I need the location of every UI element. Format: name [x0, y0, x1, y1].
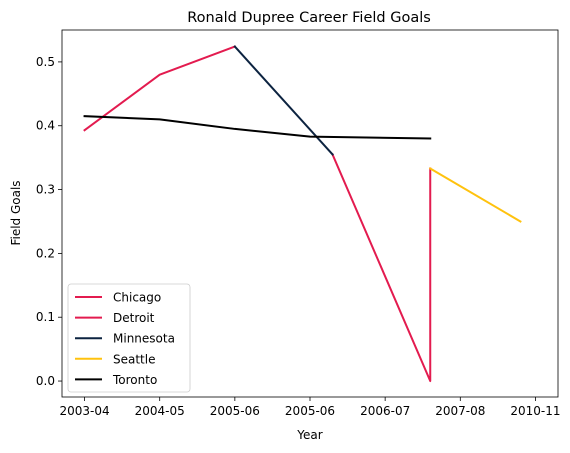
- series-line-detroit: [331, 153, 432, 383]
- series-line-seattle: [428, 167, 522, 223]
- y-tick-label: 0.2: [36, 246, 55, 260]
- y-axis-label: Field Goals: [9, 180, 23, 245]
- y-tick-label: 0.4: [36, 119, 55, 133]
- y-tick-label: 0.0: [36, 374, 55, 388]
- x-axis-label: Year: [296, 428, 322, 442]
- legend-box: [67, 283, 191, 393]
- legend-label-toronto: Toronto: [112, 373, 157, 387]
- legend: Chicago Detroit Minnesota Seattle Toronto: [67, 283, 191, 393]
- x-tick-label: 2010-11: [510, 404, 560, 418]
- y-tick-label: 0.1: [36, 310, 55, 324]
- y-tick-label: 0.5: [36, 55, 55, 69]
- chart-title: Ronald Dupree Career Field Goals: [187, 10, 431, 26]
- legend-label-seattle: Seattle: [113, 352, 155, 366]
- legend-label-minnesota: Minnesota: [113, 332, 175, 346]
- y-tick-label: 0.3: [36, 183, 55, 197]
- x-tick-label: 2006-07: [360, 404, 410, 418]
- x-tick-label: 2007-08: [435, 404, 485, 418]
- x-tick-label: 2003-04: [59, 404, 109, 418]
- x-tick-label: 2005-06: [210, 404, 260, 418]
- series-line-toronto: [83, 115, 432, 140]
- x-axis-ticks: 2003-04 2004-05 2005-06 2005-06 2006-07 2007-…: [59, 397, 561, 418]
- legend-label-chicago: Chicago: [113, 291, 161, 305]
- x-tick-label: 2004-05: [135, 404, 185, 418]
- y-axis-ticks: 0.0 0.1 0.2 0.3 0.4 0.5: [36, 55, 62, 388]
- series-layer: [83, 45, 522, 383]
- series-line-chicago: [83, 45, 237, 132]
- legend-label-detroit: Detroit: [113, 311, 155, 325]
- x-tick-label: 2005-06: [285, 404, 335, 418]
- series-line-minnesota: [233, 45, 334, 156]
